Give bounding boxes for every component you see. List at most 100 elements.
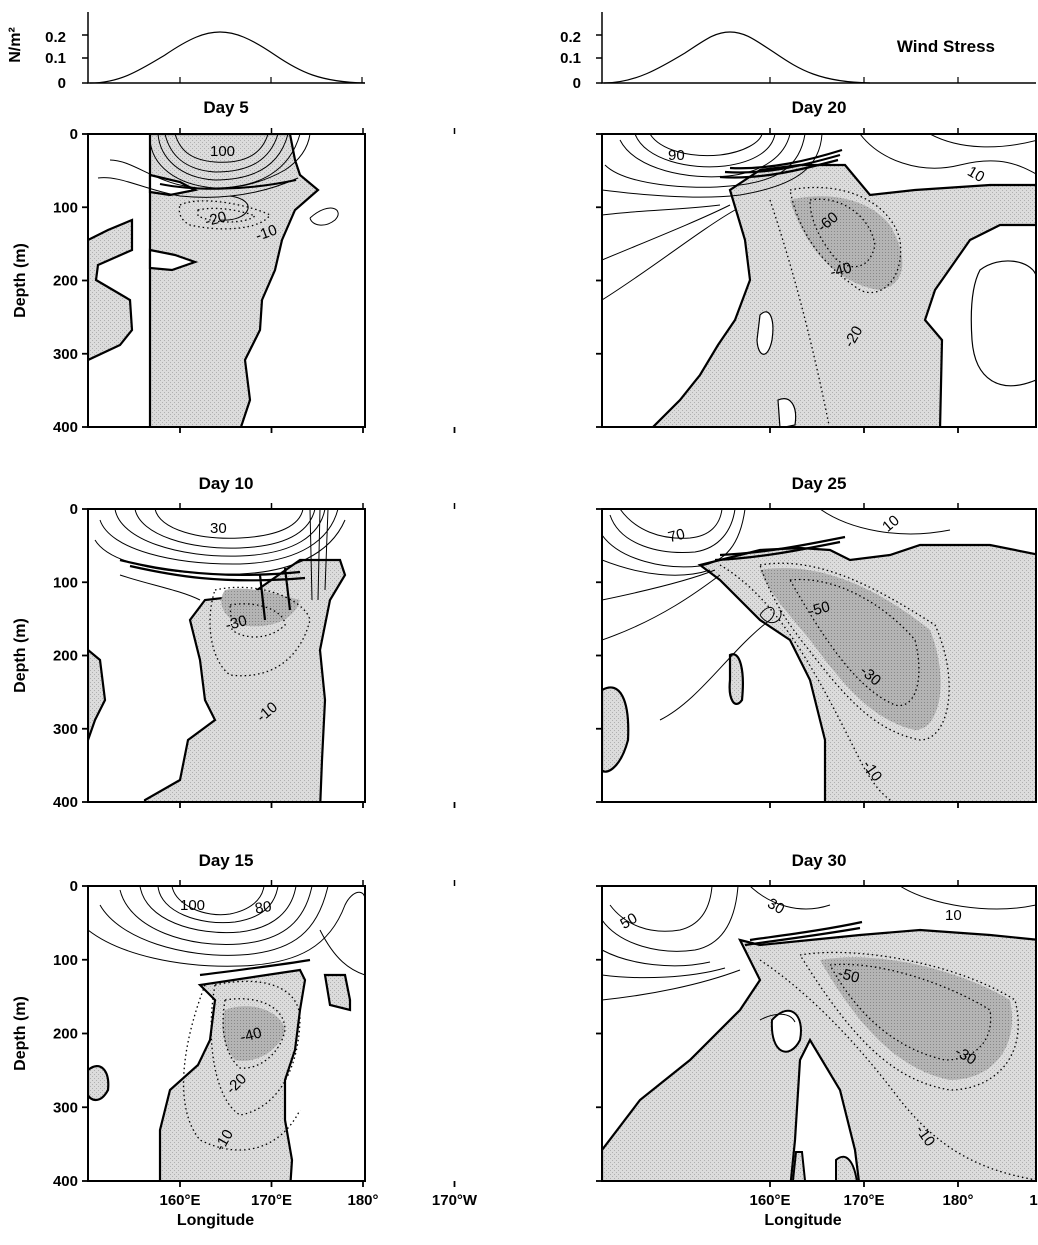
x-axis-title: Longitude bbox=[177, 1212, 254, 1229]
wind-curve-left bbox=[89, 31, 366, 84]
contour-dotted bbox=[182, 980, 301, 1151]
ytick-label: 200 bbox=[53, 1026, 78, 1043]
negative-core bbox=[760, 568, 941, 730]
contour bbox=[602, 509, 951, 721]
ytick-label: 100 bbox=[53, 574, 78, 591]
xtick-label: 170°W bbox=[1029, 1192, 1038, 1209]
ytick-label: 200 bbox=[53, 273, 78, 290]
panel-day-25: Day 25 70 10 -50 -30 -10 bbox=[601, 474, 1037, 803]
ytick-label: 100 bbox=[53, 952, 78, 969]
ytick-label: 400 bbox=[53, 419, 78, 436]
panel-day-30: Day 30 50 30 10 -50 -30 -10 bbox=[601, 851, 1037, 1182]
contour-dense bbox=[119, 558, 306, 621]
negative-core bbox=[222, 1006, 285, 1061]
negative-region bbox=[602, 653, 744, 773]
contour-label: 100 bbox=[210, 143, 235, 160]
wind-ytick-02: 0.2 bbox=[45, 29, 66, 46]
contour-label: 10 bbox=[964, 163, 987, 186]
negative-core bbox=[820, 957, 1012, 1080]
panel-day-5: Day 5 100 -20 -10 bbox=[87, 98, 580, 428]
positive-lobe bbox=[88, 1065, 110, 1102]
positive-island bbox=[970, 260, 1036, 387]
contour-label: 100 bbox=[180, 897, 205, 914]
negative-region bbox=[380, 960, 580, 1190]
ytick-label: 100 bbox=[53, 199, 78, 216]
positive-island bbox=[425, 1115, 452, 1131]
contour-dense bbox=[159, 179, 297, 190]
wind-ytick-01-r: 0.1 bbox=[560, 50, 581, 67]
positive-island bbox=[425, 1005, 490, 1072]
contour-dotted bbox=[719, 562, 950, 802]
contour bbox=[602, 134, 1036, 301]
contour-label: -50 bbox=[807, 598, 832, 620]
wind-stress-title: Wind Stress bbox=[897, 37, 995, 56]
negative-region bbox=[158, 968, 352, 1181]
wind-ytick-02-r: 0.2 bbox=[560, 29, 581, 46]
contour-label: 70 bbox=[666, 526, 687, 547]
panel-day-10: Day 10 30 -30 -10 bbox=[87, 474, 366, 803]
xtick-label: 160°E bbox=[749, 1192, 790, 1209]
contour-dotted bbox=[769, 186, 902, 427]
panel-title: Day 20 bbox=[792, 98, 847, 117]
contour bbox=[88, 886, 365, 976]
contour-dotted bbox=[209, 586, 311, 677]
wind-stress-ylabel: N/m² bbox=[7, 27, 24, 63]
xtick-label: 180° bbox=[347, 1192, 378, 1209]
positive-island bbox=[777, 398, 797, 427]
wind-ytick-0-r: 0 bbox=[573, 75, 581, 92]
contour-label: -20 bbox=[203, 208, 228, 230]
ytick-label: 400 bbox=[53, 1173, 78, 1190]
wind-ytick-0: 0 bbox=[58, 75, 66, 92]
xtick-label: 170°W bbox=[432, 1192, 478, 1209]
contour-label: 30 bbox=[210, 520, 227, 537]
contour-label: -50 bbox=[836, 965, 861, 987]
wind-xticks-right bbox=[769, 77, 959, 83]
panel-title: Day 25 bbox=[792, 474, 847, 493]
contour-dense bbox=[714, 535, 846, 562]
y-axis-title: Depth (m) bbox=[12, 996, 29, 1071]
contour-label: -40 bbox=[238, 1024, 263, 1046]
wind-yticks-left bbox=[82, 34, 88, 84]
ytick-label: 300 bbox=[53, 346, 78, 363]
y-axis-title: Depth (m) bbox=[12, 243, 29, 318]
ytick-label: 400 bbox=[53, 794, 78, 811]
ytick-label: 300 bbox=[53, 1099, 78, 1116]
wind-xticks-left bbox=[179, 77, 363, 83]
panel-title: Day 5 bbox=[203, 98, 248, 117]
xtick-label: 170°E bbox=[843, 1192, 884, 1209]
panel-day-20: Day 20 90 10 -60 -40 -20 bbox=[601, 98, 1037, 428]
contour bbox=[602, 886, 1036, 1023]
wind-stress-left: N/m² 0.2 0.1 0 bbox=[7, 12, 366, 92]
xtick-label: 170°E bbox=[251, 1192, 292, 1209]
small-lobes bbox=[791, 1151, 858, 1181]
contour-label: 80 bbox=[254, 898, 273, 918]
contour-label: 90 bbox=[668, 147, 685, 164]
contour-label: 10 bbox=[945, 907, 962, 924]
xtick-label: 160°E bbox=[159, 1192, 200, 1209]
ytick-label: 0 bbox=[70, 501, 78, 518]
xtick-label: 180° bbox=[942, 1192, 973, 1209]
ytick-label: 200 bbox=[53, 648, 78, 665]
positive-island bbox=[770, 1009, 802, 1053]
panel-title: Day 10 bbox=[199, 474, 254, 493]
contour-label: -10 bbox=[253, 221, 279, 244]
panel-title: Day 15 bbox=[199, 851, 254, 870]
x-axis-title: Longitude bbox=[764, 1212, 841, 1229]
panel-day-15: Day 15 100 80 -40 -20 -10 bbox=[87, 851, 580, 1190]
contour-dense bbox=[719, 148, 843, 179]
positive-lobe bbox=[148, 173, 199, 272]
contour-label: -40 bbox=[828, 259, 853, 281]
negative-core bbox=[790, 196, 903, 290]
negative-region bbox=[374, 134, 580, 378]
wind-curve-right bbox=[603, 31, 871, 84]
wind-ytick-01: 0.1 bbox=[45, 50, 66, 67]
wind-axes-left bbox=[87, 12, 365, 84]
wind-stress-right: 0.2 0.1 0 Wind Stress bbox=[560, 12, 1036, 92]
contour-dotted bbox=[759, 951, 1036, 1181]
contour-dense bbox=[744, 920, 863, 947]
contour-label: 30 bbox=[764, 895, 787, 918]
y-axis-title: Depth (m) bbox=[12, 618, 29, 693]
negative-region bbox=[651, 163, 1036, 427]
